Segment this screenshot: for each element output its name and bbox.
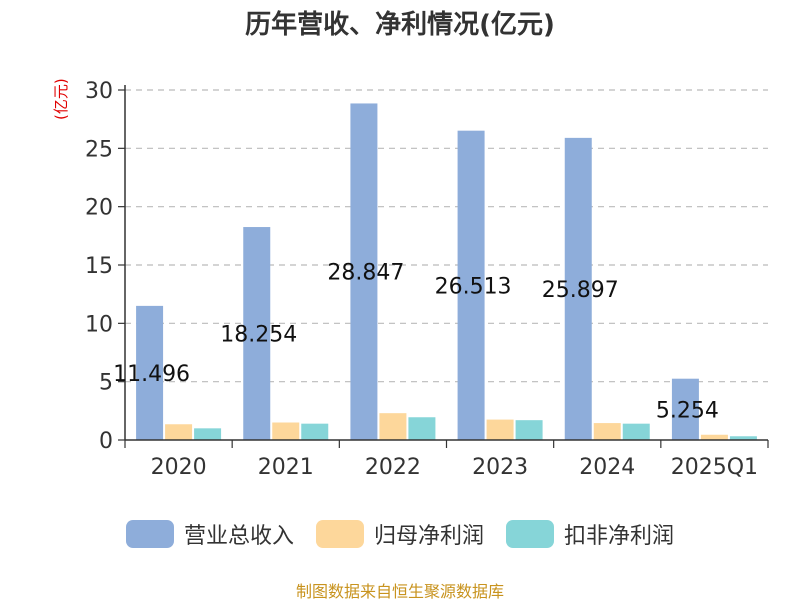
bar-营业总收入-2024 — [564, 137, 592, 440]
data-label-revenue: 25.897 — [542, 278, 619, 303]
bar-扣非净利润-2025Q1 — [729, 436, 757, 440]
x-tick-label: 2025Q1 — [671, 455, 758, 480]
legend-swatch-deducted-net-profit — [506, 520, 554, 548]
legend-swatch-parent-net-profit — [315, 520, 364, 548]
legend: 营业总收入 归母净利润 扣非净利润 — [0, 518, 800, 550]
bar-营业总收入-2023 — [457, 130, 485, 440]
legend-swatch-revenue — [125, 520, 174, 548]
data-source-note: 制图数据来自恒生聚源数据库 — [295, 582, 504, 601]
bar-扣非净利润-2020 — [194, 428, 222, 440]
bar-归母净利润-2022 — [379, 413, 407, 440]
bar-归母净利润-2023 — [486, 419, 514, 440]
x-tick-label: 2023 — [472, 455, 528, 480]
bar-归母净利润-2021 — [272, 422, 300, 440]
legend-item-revenue[interactable]: 营业总收入 — [125, 518, 294, 550]
legend-item-deducted-net-profit[interactable]: 扣非净利润 — [506, 518, 674, 550]
bar-归母净利润-2025Q1 — [700, 434, 728, 440]
data-label-revenue: 26.513 — [435, 274, 512, 299]
x-tick-label: 2020 — [151, 455, 207, 480]
bar-扣非净利润-2022 — [408, 417, 436, 440]
bar-营业总收入-2022 — [350, 103, 378, 441]
bar-扣非净利润-2021 — [301, 423, 329, 440]
bar-营业总收入-2025Q1 — [671, 378, 699, 440]
bar-扣非净利润-2023 — [515, 420, 543, 440]
y-tick-label: 25 — [85, 137, 113, 162]
y-tick-label: 0 — [99, 429, 113, 454]
data-label-revenue: 5.254 — [656, 398, 719, 423]
bar-归母净利润-2020 — [165, 424, 193, 440]
legend-label-parent-net-profit: 归母净利润 — [373, 524, 484, 549]
y-tick-label: 20 — [85, 196, 113, 221]
y-tick-label: 10 — [85, 312, 113, 337]
y-tick-label: 5 — [99, 371, 113, 396]
bar-chart: 0 5 10 15 20 25 30 2020 11.496 2021 18.254 2022 28.8… — [85, 79, 769, 480]
x-tick-label: 2021 — [258, 455, 314, 480]
bar-扣非净利润-2024 — [622, 423, 650, 440]
bar-营业总收入-2020 — [136, 305, 164, 440]
y-tick-label: 30 — [85, 79, 113, 104]
bar-归母净利润-2024 — [593, 423, 621, 440]
legend-item-parent-net-profit[interactable]: 归母净利润 — [315, 518, 484, 550]
legend-label-deducted-net-profit: 扣非净利润 — [564, 524, 675, 549]
data-label-revenue: 11.496 — [113, 362, 190, 387]
chart-title: 历年营收、净利情况(亿元) — [245, 10, 555, 40]
data-label-revenue: 28.847 — [327, 261, 404, 286]
x-tick-label: 2022 — [365, 455, 421, 480]
x-tick-label: 2024 — [579, 455, 635, 480]
legend-label-revenue: 营业总收入 — [183, 524, 294, 549]
y-tick-label: 15 — [85, 254, 113, 279]
bar-营业总收入-2021 — [243, 227, 271, 440]
data-label-revenue: 18.254 — [220, 323, 297, 348]
